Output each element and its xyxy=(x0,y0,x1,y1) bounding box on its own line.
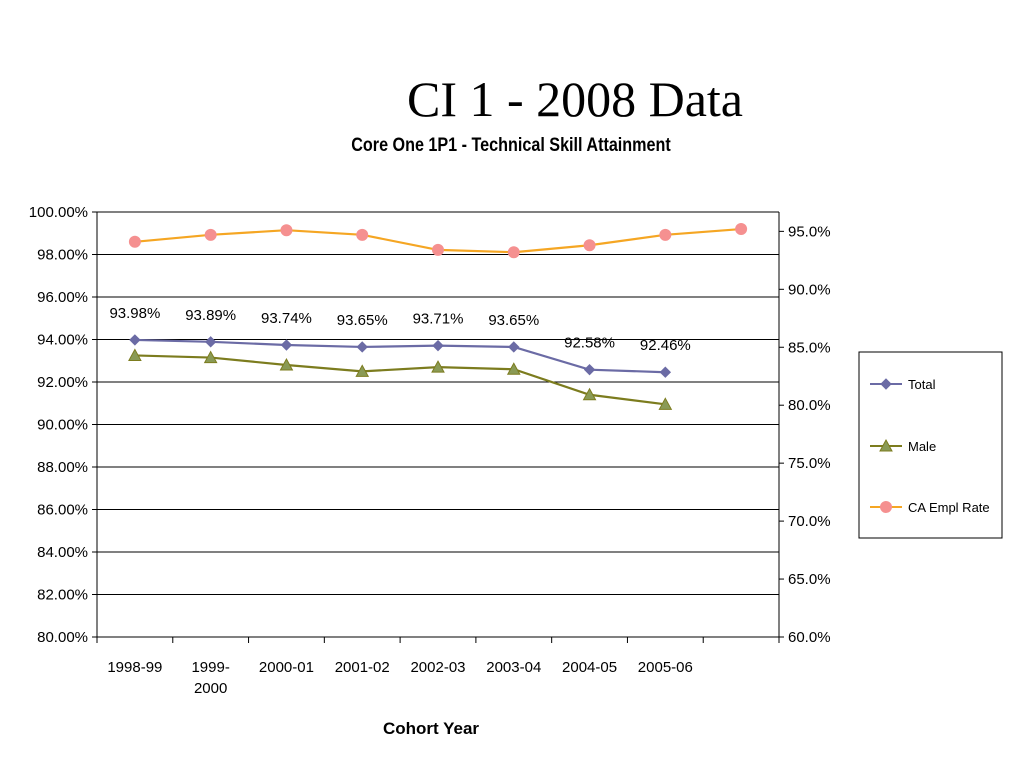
y-right-tick-label: 75.0% xyxy=(788,455,831,472)
data-point-total xyxy=(583,363,596,376)
data-point-ca-empl-rate xyxy=(280,224,293,237)
x-tick-label: 1998-99 xyxy=(107,659,162,676)
legend-marker xyxy=(879,438,893,452)
data-point-total xyxy=(129,334,141,346)
y-right-tick-label: 85.0% xyxy=(788,339,831,356)
data-labels: 93.98% 93.89% 93.74% 93.65% 93.71% 93.65% 92.5… xyxy=(109,305,690,354)
data-label: 93.98% xyxy=(109,305,160,322)
series-ca-empl-rate xyxy=(128,223,748,259)
data-point-ca-empl-rate xyxy=(204,228,217,241)
y-left-tick-label: 94.00% xyxy=(37,332,88,349)
x-axis-title: Cohort Year xyxy=(383,719,479,738)
y-right-tick-label: 90.0% xyxy=(788,281,831,298)
data-point-ca-empl-rate xyxy=(507,246,520,259)
legend-label: Male xyxy=(908,439,936,454)
y-left-tick-label: 96.00% xyxy=(37,289,88,306)
data-point-male xyxy=(355,364,370,377)
data-point-total xyxy=(356,341,368,353)
legend-marker xyxy=(880,501,892,513)
data-point-male xyxy=(203,350,218,364)
y-left-tick-label: 86.00% xyxy=(37,502,88,519)
y-right-tick-label: 95.0% xyxy=(788,223,831,240)
y-left-tick-label: 82.00% xyxy=(37,587,88,604)
slide-title: CI 1 - 2008 Data xyxy=(406,71,744,127)
data-label: 93.71% xyxy=(413,311,464,328)
series-layer xyxy=(128,223,748,410)
data-point-male xyxy=(431,360,445,373)
data-point-ca-empl-rate xyxy=(659,228,672,241)
chart-title: Core One 1P1 - Technical Skill Attainmen… xyxy=(351,135,671,156)
series-total xyxy=(129,334,672,378)
gridlines xyxy=(97,211,779,638)
y-left-tick-label: 92.00% xyxy=(37,374,88,391)
y-left-tick-label: 80.00% xyxy=(37,629,88,646)
data-label: 93.74% xyxy=(261,310,312,327)
series-line-total xyxy=(134,338,666,374)
data-point-total xyxy=(508,341,520,353)
data-label: 93.65% xyxy=(488,312,539,329)
x-tick-label: 2002-03 xyxy=(410,659,465,676)
series-male xyxy=(128,348,673,410)
data-point-total xyxy=(432,339,444,352)
legend-label: Total xyxy=(908,377,936,392)
legend-marker xyxy=(880,378,892,390)
data-point-male xyxy=(128,348,142,361)
data-label: 93.65% xyxy=(337,312,388,329)
y-right-tick-label: 70.0% xyxy=(788,513,831,530)
legend-label: CA Empl Rate xyxy=(908,500,990,515)
y-left-tick-label: 98.00% xyxy=(37,247,88,264)
x-tick-label: 2003-04 xyxy=(486,659,541,676)
y-left-tick-label: 88.00% xyxy=(37,459,88,476)
data-point-ca-empl-rate xyxy=(432,243,444,256)
y-left-tick-label: 100.00% xyxy=(29,204,88,221)
data-point-total xyxy=(204,336,217,348)
axes: 80.00% 82.00% 84.00% 86.00% 88.00% 90.00% 92.0… xyxy=(29,204,831,738)
x-tick-label: 2000-01 xyxy=(259,659,314,676)
x-tick-label: 2004-05 xyxy=(562,659,617,676)
data-point-ca-empl-rate xyxy=(735,223,748,236)
data-point-ca-empl-rate xyxy=(583,239,596,252)
y-left-tick-label: 84.00% xyxy=(37,544,88,561)
data-point-male xyxy=(279,357,294,371)
x-tick-label: 2001-02 xyxy=(335,659,390,676)
data-point-total xyxy=(280,339,293,351)
y-left-tick-label: 90.00% xyxy=(37,417,88,434)
data-point-male xyxy=(506,362,521,375)
data-point-male xyxy=(658,397,673,410)
data-point-ca-empl-rate xyxy=(128,235,141,248)
data-point-ca-empl-rate xyxy=(356,228,369,241)
series-line-male xyxy=(134,354,666,406)
x-tick-label: 1999-2000 xyxy=(191,659,229,697)
y-right-tick-label: 65.0% xyxy=(788,571,831,588)
y-right-tick-label: 60.0% xyxy=(788,629,831,646)
data-point-male xyxy=(582,387,597,401)
data-label: 92.46% xyxy=(640,337,691,354)
legend: Total Male CA Empl Rate xyxy=(858,351,1003,539)
data-point-total xyxy=(659,366,672,378)
data-label: 92.58% xyxy=(564,335,615,352)
y-right-tick-label: 80.0% xyxy=(788,397,831,414)
x-tick-label: 2005-06 xyxy=(638,659,693,676)
data-label: 93.89% xyxy=(185,307,236,324)
